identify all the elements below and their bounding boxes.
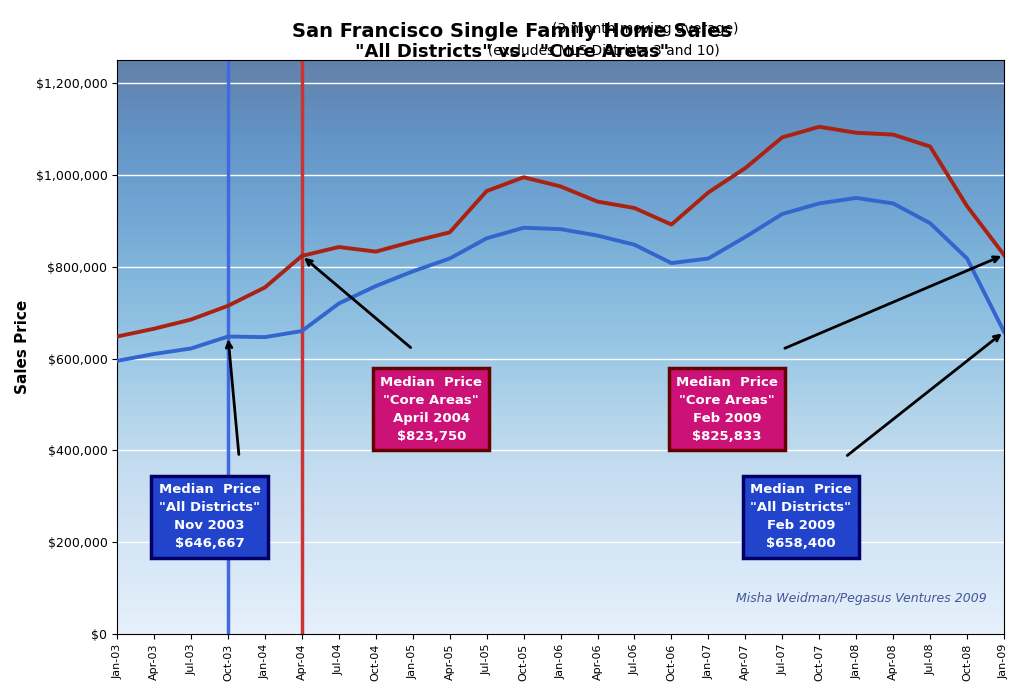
Y-axis label: Sales Price: Sales Price [15, 300, 30, 394]
Text: (3 month moving average): (3 month moving average) [286, 22, 738, 36]
Text: Median  Price
"All Districts"
Nov 2003
$646,667: Median Price "All Districts" Nov 2003 $6… [159, 484, 260, 551]
Text: Median  Price
"Core Areas"
April 2004
$823,750: Median Price "Core Areas" April 2004 $82… [380, 376, 482, 443]
Text: (excludes MLS Districts 3 and 10): (excludes MLS Districts 3 and 10) [304, 43, 720, 57]
Text: Misha Weidman/Pegasus Ventures 2009: Misha Weidman/Pegasus Ventures 2009 [735, 592, 986, 606]
Text: Median  Price
"All Districts"
Feb 2009
$658,400: Median Price "All Districts" Feb 2009 $6… [750, 484, 852, 551]
Text: San Francisco Single Family Home Sales: San Francisco Single Family Home Sales [292, 22, 732, 41]
Text: Median  Price
"Core Areas"
Feb 2009
$825,833: Median Price "Core Areas" Feb 2009 $825,… [676, 376, 778, 443]
Text: "All Districts" vs.  "Core Areas": "All Districts" vs. "Core Areas" [355, 43, 669, 61]
